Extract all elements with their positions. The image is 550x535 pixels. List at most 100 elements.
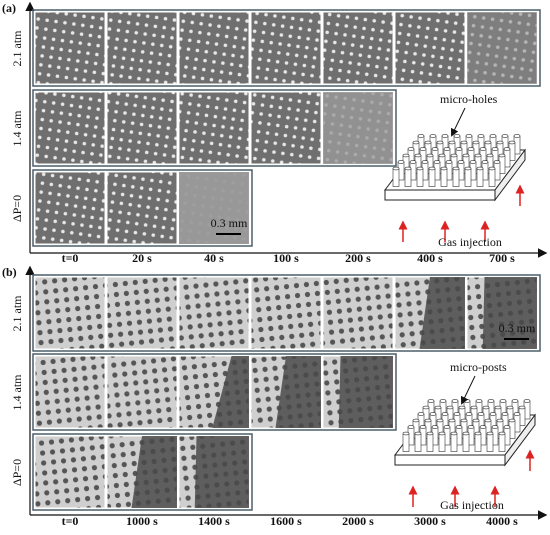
pillar-top xyxy=(458,405,466,410)
injection-label: Gas injection xyxy=(440,498,504,512)
time-label: 200 s xyxy=(345,251,371,265)
pillar-top xyxy=(416,166,424,171)
pillar-top xyxy=(422,405,430,410)
pillar-top xyxy=(392,166,400,171)
pillar-top xyxy=(501,412,509,416)
pillar xyxy=(428,168,436,187)
pillar xyxy=(414,433,422,452)
time-label: 2000 s xyxy=(342,514,374,528)
pillar-top xyxy=(451,399,459,403)
pillar-top xyxy=(501,134,509,138)
pillar-top xyxy=(491,147,499,151)
pillar-top xyxy=(424,418,432,423)
pillar-top xyxy=(484,140,492,145)
row-frame xyxy=(32,9,541,87)
micrograph xyxy=(34,91,106,165)
pillar-top xyxy=(455,147,463,151)
time-label: 20 s xyxy=(132,251,152,265)
pillar-top xyxy=(460,418,468,423)
pillar-top xyxy=(499,399,507,403)
pillar-top xyxy=(508,140,516,145)
row-label: ΔP=0 xyxy=(10,195,24,222)
pillar-top xyxy=(448,418,456,423)
pillar-top xyxy=(494,405,502,410)
row-label: 1.4 atm xyxy=(10,374,24,411)
pillar xyxy=(450,433,458,452)
time-label: 400 s xyxy=(417,251,443,265)
pillar-top xyxy=(446,405,454,410)
micrograph xyxy=(34,435,106,509)
time-label: t=0 xyxy=(62,514,79,528)
micrograph xyxy=(250,276,322,350)
pillar-top xyxy=(523,399,531,403)
micrograph xyxy=(106,276,178,350)
pillar-top xyxy=(427,399,435,403)
pillar-top xyxy=(417,134,425,138)
time-label: 1600 s xyxy=(270,514,302,528)
gas-front xyxy=(275,356,321,428)
micrograph xyxy=(322,11,394,85)
pillar-top xyxy=(445,160,453,164)
pillar-top xyxy=(438,431,446,436)
pillar xyxy=(474,433,482,452)
pillar xyxy=(440,168,448,187)
time-label: 700 s xyxy=(489,251,515,265)
pillar-top xyxy=(448,140,456,145)
pillar-top xyxy=(440,166,448,171)
pillar-top xyxy=(474,153,482,158)
gas-front xyxy=(482,277,537,349)
pillar-top xyxy=(428,166,436,171)
pillar xyxy=(402,433,410,452)
pillar-top xyxy=(518,405,526,410)
pillar-top xyxy=(419,425,427,429)
pillar-top xyxy=(455,425,463,429)
pillar-top xyxy=(482,405,490,410)
pillar-top xyxy=(441,134,449,138)
pillar-top xyxy=(470,405,478,410)
pillar-top xyxy=(431,425,439,429)
pillar-top xyxy=(464,166,472,171)
pillar-top xyxy=(498,431,506,436)
pillar-top xyxy=(462,431,470,436)
scale-bar-label: 0.3 mm xyxy=(499,321,536,335)
pillar-top xyxy=(443,147,451,151)
time-label: 3000 s xyxy=(414,514,446,528)
pillar-top xyxy=(479,147,487,151)
pillar-top xyxy=(465,412,473,416)
micrograph xyxy=(106,171,178,245)
pillar-top xyxy=(506,405,514,410)
row-frame xyxy=(32,274,541,352)
pillar-top xyxy=(513,412,521,416)
row-label: 1.4 atm xyxy=(10,110,24,147)
gas-front xyxy=(419,277,465,349)
structure-pointer xyxy=(460,375,476,405)
pillar-top xyxy=(496,418,504,423)
pillar-top xyxy=(421,160,429,164)
micrograph xyxy=(394,11,466,85)
micrograph xyxy=(322,276,394,350)
pillar-top xyxy=(503,147,511,151)
micrograph xyxy=(250,91,322,165)
row-frame xyxy=(32,353,397,431)
schematic xyxy=(394,399,536,507)
pillar-top xyxy=(465,134,473,138)
pillar-top xyxy=(493,160,501,164)
substrate-front xyxy=(394,454,506,466)
pillar xyxy=(416,168,424,187)
pillar-top xyxy=(467,425,475,429)
pillar-top xyxy=(487,399,495,403)
pillar-top xyxy=(469,160,477,164)
micrograph xyxy=(178,276,250,350)
substrate-front xyxy=(384,189,496,201)
pillar-top xyxy=(452,166,460,171)
pillar-top xyxy=(426,431,434,436)
time-label: 4000 s xyxy=(486,514,518,528)
micrograph xyxy=(106,11,178,85)
structure-pointer xyxy=(450,107,466,137)
scale-bar-label: 0.3 mm xyxy=(211,216,248,230)
micrograph xyxy=(178,91,250,165)
pillar-top xyxy=(402,431,410,436)
pillar-top xyxy=(489,134,497,138)
pillar-top xyxy=(486,431,494,436)
